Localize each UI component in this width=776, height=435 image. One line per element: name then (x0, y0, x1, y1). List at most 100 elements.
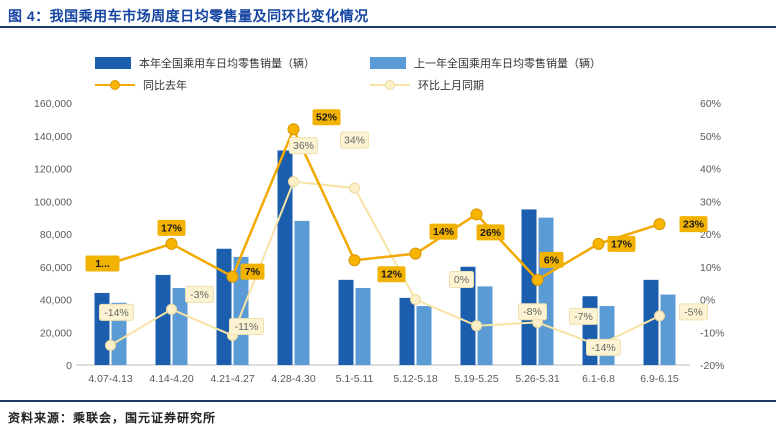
yoy-data-label-text: 7% (245, 266, 261, 278)
mom-line (109, 180, 661, 347)
left-axis-tick: 60,000 (40, 262, 72, 274)
legend-label-this-year: 本年全国乘用车日均零售销量（辆） (139, 58, 315, 70)
yoy-line-swatch (95, 79, 135, 91)
yoy-marker (531, 273, 544, 286)
yoy-marker (348, 254, 361, 267)
left-axis-tick: 0 (66, 360, 72, 372)
mom-data-label-box (340, 131, 369, 149)
right-axis-tick: 60% (700, 98, 721, 110)
mom-data-label-text: -3% (190, 289, 209, 301)
mom-data-label-text: 36% (293, 140, 314, 152)
yoy-data-label-text: 17% (161, 222, 183, 234)
legend-item-last-year: 上一年全国乘用车日均零售销量（辆） (370, 55, 645, 71)
mom-data-label-text: -14% (591, 342, 616, 354)
mom-marker (471, 320, 482, 332)
yoy-data-label-text: 1... (95, 258, 110, 270)
yoy-data-label-text: 6% (544, 254, 560, 266)
yoy-data-label-text: 14% (433, 226, 455, 238)
yoy-data-label-box (607, 235, 636, 252)
mom-data-label-box (586, 338, 621, 356)
right-axis-tick: -20% (700, 360, 725, 372)
bar-this-year (521, 209, 537, 365)
legend-row-bars: 本年全国乘用车日均零售销量（辆） 上一年全国乘用车日均零售销量（辆） (95, 52, 735, 74)
bar-last-year (355, 288, 371, 365)
this-year-bar-swatch (95, 57, 131, 69)
left-axis-tick: 120,000 (34, 164, 72, 176)
figure-title: 图 4：我国乘用车市场周度日均零售量及同环比变化情况 (8, 8, 369, 24)
yoy-data-label-box (157, 219, 186, 236)
source-note: 资料来源：乘联会，国元证券研究所 (8, 411, 217, 425)
mom-data-label-box (449, 271, 474, 288)
yoy-data-label-box (476, 224, 505, 241)
mom-marker (288, 176, 299, 188)
legend-label-mom: 环比上月同期 (418, 80, 484, 92)
x-axis-tick: 4.07-4.13 (88, 373, 133, 385)
yoy-data-label-box (679, 216, 708, 233)
mom-data-label-box (569, 307, 598, 325)
bar-this-year (277, 150, 293, 365)
bar-this-year (216, 248, 232, 365)
x-axis-tick: 4.21-4.27 (210, 373, 255, 385)
legend-label-last-year: 上一年全国乘用车日均零售销量（辆） (414, 58, 601, 70)
legend-row-lines: 同比去年 环比上月同期 (95, 74, 735, 96)
mom-marker (654, 310, 665, 322)
x-axis-tick: 5.26-5.31 (515, 373, 560, 385)
bar-this-year (460, 266, 476, 365)
mom-marker (349, 182, 360, 194)
x-axis-tick: 4.28-4.30 (271, 373, 316, 385)
title-divider (0, 26, 776, 28)
yoy-marker (226, 270, 239, 283)
yoy-marker (165, 237, 178, 250)
right-axis-tick: 30% (700, 196, 721, 208)
x-axis-tick: 5.12-5.18 (393, 373, 438, 385)
left-axis-tick: 20,000 (40, 327, 72, 339)
yoy-data-label-box (312, 109, 341, 126)
bar-this-year (399, 297, 415, 365)
yoy-data-label-box (85, 255, 120, 272)
left-axis-tick: 100,000 (34, 196, 72, 208)
bar-this-year (155, 274, 171, 365)
mom-data-label-text: 0% (454, 274, 469, 286)
mom-data-label-box (289, 137, 318, 155)
mom-data-label-box (229, 318, 264, 336)
mom-marker (410, 294, 421, 305)
yoy-marker (287, 123, 300, 136)
bar-last-year (416, 306, 432, 365)
yoy-data-label-text: 26% (480, 227, 502, 239)
x-axis-tick: 6.9-6.15 (640, 373, 679, 385)
yoy-data-label-text: 23% (683, 219, 705, 231)
mom-data-label-text: -11% (235, 321, 259, 333)
bar-last-year (599, 306, 615, 365)
x-axis-tick: 5.19-5.25 (454, 373, 499, 385)
left-axis-tick: 140,000 (34, 131, 72, 143)
yoy-data-label-text: 52% (316, 112, 338, 124)
mom-line-swatch (370, 79, 410, 91)
mom-data-label-text: -14% (104, 307, 129, 319)
yoy-data-label-text: 17% (611, 238, 633, 250)
yoy-marker (592, 237, 605, 250)
bar-this-year (643, 279, 659, 365)
bar-last-year (538, 217, 554, 365)
left-axis-tick: 40,000 (40, 295, 72, 307)
yoy-marker (409, 247, 422, 260)
yoy-data-label-box (429, 223, 458, 240)
mom-data-label-box (99, 303, 134, 321)
right-axis-tick: 10% (700, 262, 721, 274)
mom-data-label-box (518, 303, 547, 321)
legend-item-mom: 环比上月同期 (370, 77, 645, 93)
left-axis-tick: 80,000 (40, 229, 72, 241)
x-axis-tick: 4.14-4.20 (149, 373, 194, 385)
mom-data-label-text: -7% (574, 311, 593, 323)
bar-last-year (294, 220, 310, 365)
source-divider (0, 400, 776, 402)
legend-item-yoy: 同比去年 (95, 77, 370, 93)
right-axis-tick: -10% (700, 327, 725, 339)
yoy-data-label-box (539, 251, 564, 268)
yoy-line (109, 127, 661, 282)
yoy-data-label-text: 12% (381, 269, 403, 281)
legend-label-yoy: 同比去年 (143, 80, 187, 92)
combo-chart: 0 20,000 40,000 60,000 80,000 100,000 120,000 1… (34, 98, 725, 385)
left-axis-tick: 160,000 (34, 98, 72, 110)
yoy-data-label-box (377, 266, 406, 283)
